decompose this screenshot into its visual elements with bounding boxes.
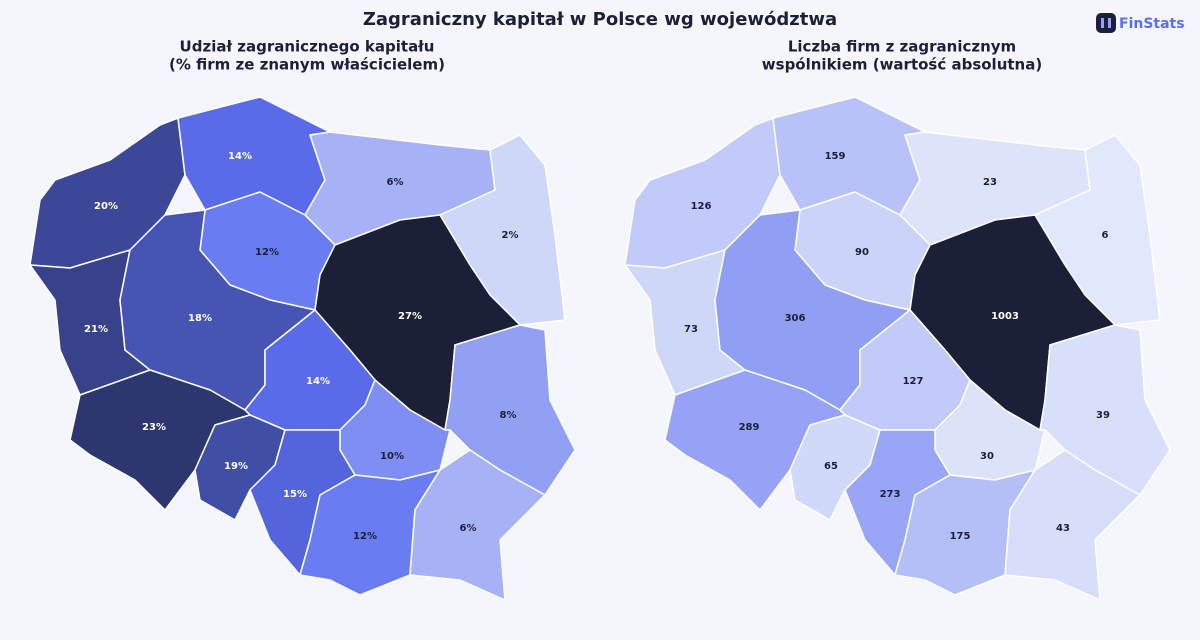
panel-title: Liczba firm z zagranicznym: [788, 38, 1016, 56]
region-label: 6%: [460, 523, 477, 534]
region-label: 73: [684, 324, 698, 335]
region-label: 2%: [502, 230, 519, 241]
page-title: Zagraniczny kapitał w Polsce wg wojewódz…: [363, 9, 837, 30]
region-label: 20%: [94, 201, 118, 212]
region: [1004, 449, 1141, 601]
panel-title: wspólnikiem (wartość absolutna): [762, 56, 1042, 74]
region-label: 14%: [228, 151, 252, 162]
region-label: 12%: [353, 531, 377, 542]
region-label: 65: [824, 461, 838, 472]
region-label: 6: [1102, 230, 1109, 241]
panel-title: (% firm ze znanym właścicielem): [169, 56, 445, 74]
logo-icon: [1096, 13, 1116, 33]
region-label: 12%: [255, 247, 279, 258]
region-label: 126: [691, 201, 712, 212]
region-label: 8%: [500, 410, 517, 421]
region-label: 30: [980, 451, 994, 462]
region-label: 289: [739, 422, 760, 433]
region-label: 27%: [398, 311, 422, 322]
region-label: 306: [785, 313, 806, 324]
region: [299, 469, 441, 596]
region-label: 15%: [283, 489, 307, 500]
logo-icon-bar: [1101, 18, 1104, 28]
logo-icon-bar: [1108, 18, 1111, 28]
region: [894, 469, 1036, 596]
region-label: 43: [1056, 523, 1070, 534]
region-label: 1003: [991, 311, 1019, 322]
region-label: 39: [1096, 410, 1110, 421]
region-label: 18%: [188, 313, 212, 324]
region-label: 127: [903, 376, 924, 387]
region-label: 159: [825, 151, 846, 162]
region-label: 6%: [387, 177, 404, 188]
region-label: 14%: [306, 376, 330, 387]
region-label: 23%: [142, 422, 166, 433]
region-label: 90: [855, 247, 869, 258]
logo-text: FinStats: [1119, 16, 1185, 32]
region-label: 10%: [380, 451, 404, 462]
region-label: 23: [983, 177, 997, 188]
region-label: 273: [880, 489, 901, 500]
region-label: 175: [950, 531, 971, 542]
panel-title: Udział zagranicznego kapitału: [180, 38, 435, 56]
region: [409, 449, 546, 601]
region-label: 21%: [84, 324, 108, 335]
region-label: 19%: [224, 461, 248, 472]
